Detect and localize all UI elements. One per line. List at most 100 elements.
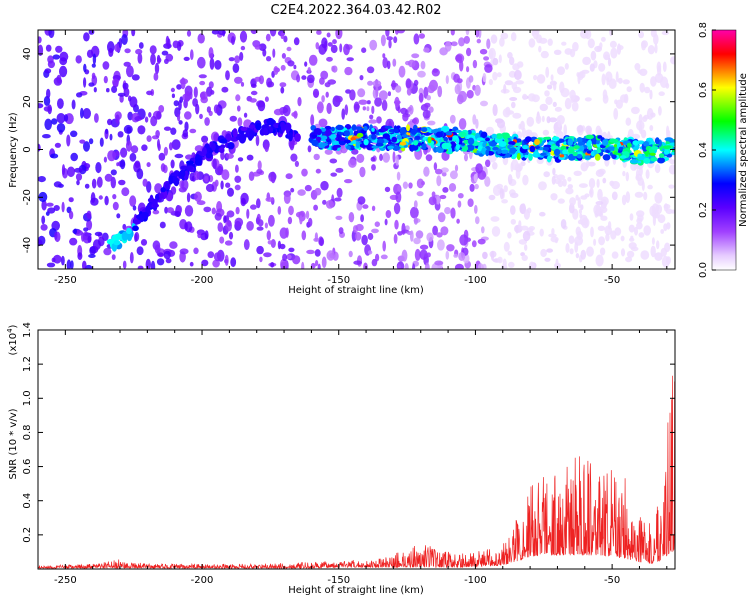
heatmap-cell	[227, 142, 235, 150]
heatmap-cell	[660, 247, 667, 257]
heatmap-cell	[235, 94, 241, 102]
heatmap-cell	[368, 119, 378, 124]
heatmap-cell	[118, 38, 123, 49]
heatmap-cell	[661, 30, 669, 36]
heatmap-cell	[565, 243, 570, 253]
heatmap-cell	[661, 255, 670, 268]
heatmap-cell	[132, 205, 137, 211]
heatmap-cell	[625, 117, 632, 126]
heatmap-cell	[319, 237, 325, 247]
heatmap-cell	[647, 184, 653, 190]
heatmap-cell	[595, 204, 601, 215]
heatmap-cell	[235, 164, 239, 173]
heatmap-cell	[116, 233, 122, 240]
heatmap-cell	[296, 74, 301, 83]
heatmap-cell	[195, 103, 200, 115]
heatmap-cell	[544, 90, 550, 97]
heatmap-cell	[406, 124, 410, 132]
heatmap-cell	[53, 181, 62, 188]
heatmap-cell	[47, 60, 56, 69]
heatmap-cell	[392, 58, 397, 67]
heatmap-cell	[567, 146, 575, 154]
heatmap-cell	[413, 237, 421, 245]
heatmap-cell	[450, 41, 458, 47]
heatmap-cell	[567, 138, 574, 146]
heatmap-cell	[255, 198, 261, 209]
heatmap-cell	[41, 215, 46, 225]
heatmap-cell	[173, 100, 179, 107]
heatmap-cell	[301, 230, 307, 241]
heatmap-cell	[199, 91, 208, 100]
heatmap-cell	[313, 237, 320, 242]
heatmap-cell	[346, 145, 351, 150]
heatmap-cell	[155, 130, 160, 138]
heatmap-cell	[577, 141, 585, 146]
heatmap-cell	[498, 54, 502, 64]
heatmap-cell	[266, 117, 275, 125]
heatmap-cell	[126, 126, 132, 134]
heatmap-cell	[184, 111, 192, 120]
heatmap-cell	[198, 74, 207, 79]
heatmap-cell	[344, 139, 351, 144]
bottom-x-ticks: -250 -200 -150 -100 -50	[37, 330, 668, 586]
heatmap-cell	[83, 227, 89, 232]
heatmap-cell	[485, 159, 491, 168]
heatmap-cell	[146, 90, 153, 96]
heatmap-cell	[163, 250, 171, 260]
heatmap-cell	[670, 151, 675, 156]
heatmap-cell	[520, 225, 529, 231]
heatmap-cell	[263, 127, 268, 136]
heatmap-cell	[613, 151, 618, 156]
heatmap-cell	[611, 251, 619, 259]
heatmap-cell	[355, 223, 364, 232]
heatmap-cell	[514, 69, 522, 81]
heatmap-cell	[395, 30, 399, 35]
heatmap-cell	[554, 262, 561, 269]
heatmap-cell	[41, 199, 47, 211]
heatmap-cell	[311, 139, 319, 147]
snr-series-line	[38, 375, 675, 569]
heatmap-cell	[199, 113, 203, 119]
heatmap-cell	[579, 71, 586, 79]
heatmap-cell	[88, 82, 95, 87]
heatmap-cell	[179, 78, 189, 85]
heatmap-cell	[597, 135, 603, 139]
heatmap-cell	[543, 171, 550, 178]
heatmap-cell	[445, 75, 449, 85]
heatmap-cell	[315, 136, 322, 141]
heatmap-cell	[379, 153, 383, 161]
heatmap-cell	[70, 130, 78, 138]
heatmap-cell	[213, 252, 222, 262]
heatmap-cell	[88, 138, 94, 145]
heatmap-cell	[590, 50, 597, 61]
heatmap-cell	[571, 101, 579, 112]
heatmap-cell	[401, 249, 408, 262]
heatmap-cell	[382, 53, 386, 59]
heatmap-cell	[140, 211, 149, 219]
heatmap-cell	[488, 79, 493, 86]
heatmap-cell	[283, 35, 288, 43]
heatmap-cell	[601, 73, 606, 86]
heatmap-cell	[152, 209, 160, 215]
heatmap-cell	[432, 225, 438, 236]
heatmap-cell	[185, 221, 193, 233]
heatmap-cell	[363, 138, 369, 146]
heatmap-cell	[458, 118, 467, 130]
heatmap-cell	[76, 179, 80, 186]
heatmap-cell	[424, 102, 431, 108]
heatmap-cell	[257, 219, 264, 227]
heatmap-cell	[118, 179, 126, 186]
heatmap-cell	[234, 217, 244, 227]
heatmap-cell	[88, 254, 96, 258]
heatmap-cell	[503, 241, 510, 252]
heatmap-cell	[254, 44, 261, 50]
heatmap-cell	[137, 52, 143, 64]
heatmap-cell	[382, 152, 391, 163]
heatmap-cell	[285, 254, 292, 260]
heatmap-cell	[138, 42, 144, 49]
heatmap-cell	[410, 144, 419, 151]
heatmap-cell	[204, 117, 210, 126]
heatmap-cell	[239, 30, 248, 43]
heatmap-cell	[336, 187, 343, 198]
